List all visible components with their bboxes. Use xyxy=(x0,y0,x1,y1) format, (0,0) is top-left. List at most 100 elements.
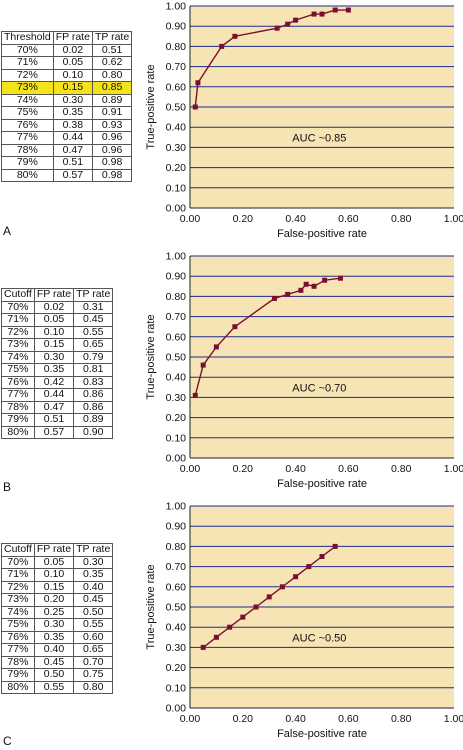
table-cell: 0.30 xyxy=(33,350,75,364)
table-cell: 0.98 xyxy=(91,156,133,170)
y-tick-label: 1.00 xyxy=(166,251,187,263)
data-point xyxy=(200,362,206,368)
table-cell: 0.62 xyxy=(91,56,133,70)
table-cell: 73% xyxy=(1,81,54,95)
table-cell: 0.93 xyxy=(91,118,133,132)
table-column-header: TP rate xyxy=(73,288,114,302)
table-column-header: Threshold xyxy=(1,31,54,45)
table-cell: 0.30 xyxy=(33,618,75,632)
table-row: 77% 0.40 0.65 xyxy=(1,643,114,657)
y-tick-label: 0.30 xyxy=(166,142,187,154)
panel-label-b: B xyxy=(3,480,12,494)
data-point xyxy=(200,644,206,650)
table-row: 72% 0.10 0.80 xyxy=(1,68,133,82)
y-tick-label: 0.00 xyxy=(166,703,187,715)
roc-chart-b: 0.00 0.10 0.20 0.30 0.40 0.50 0.60 0.70 0.80 0.90… xyxy=(145,251,463,491)
table-cell: 79% xyxy=(1,668,35,682)
table-cell: 0.10 xyxy=(52,68,93,82)
table-row: 75% 0.35 0.81 xyxy=(1,363,114,377)
panel-label-a: A xyxy=(3,224,12,238)
table-row: 71% 0.05 0.62 xyxy=(1,56,133,70)
table-cell: 0.65 xyxy=(73,338,114,352)
y-tick-label: 0.90 xyxy=(166,271,187,283)
table-cell: 77% xyxy=(1,131,54,145)
table-row: 78% 0.45 0.70 xyxy=(1,655,114,669)
table-cell: 0.55 xyxy=(73,325,114,339)
y-tick-label: 0.60 xyxy=(166,331,187,343)
table-cell: 0.35 xyxy=(33,630,75,644)
table-row: 71% 0.05 0.45 xyxy=(1,313,114,327)
table-row: 73% 0.15 0.85 xyxy=(1,81,133,95)
data-point xyxy=(240,614,246,620)
data-point xyxy=(293,17,299,23)
table-cell: 0.02 xyxy=(33,300,75,314)
table-cell: 75% xyxy=(1,363,35,377)
table-cell: 79% xyxy=(1,156,54,170)
table-cell: 0.47 xyxy=(52,143,93,157)
auc-annotation: AUC ~0.70 xyxy=(292,382,346,394)
x-tick-label: 1.00 xyxy=(444,463,463,475)
table-cell: 0.51 xyxy=(91,43,133,57)
table-row: 77% 0.44 0.96 xyxy=(1,131,133,145)
roc-table-c: Cutoff FP rate TP rate 70% 0.05 0.30 71% 0.10 0… xyxy=(1,543,114,694)
data-point xyxy=(293,574,299,580)
table-cell: 80% xyxy=(1,680,35,694)
y-tick-label: 0.20 xyxy=(166,412,187,424)
y-tick-label: 0.10 xyxy=(166,682,187,694)
data-point xyxy=(311,11,317,17)
table-cell: 0.10 xyxy=(33,325,75,339)
panel-label-c: C xyxy=(3,734,12,748)
y-tick-label: 0.90 xyxy=(166,21,187,33)
table-cell: 0.57 xyxy=(52,168,93,182)
table-cell: 76% xyxy=(1,630,35,644)
table-cell: 0.65 xyxy=(73,643,114,657)
data-point xyxy=(332,7,338,13)
table-row: 70% 0.02 0.31 xyxy=(1,300,114,314)
table-cell: 0.10 xyxy=(33,568,75,582)
x-tick-label: 0.80 xyxy=(391,213,412,225)
table-cell: 72% xyxy=(1,580,35,594)
table-cell: 0.40 xyxy=(33,643,75,657)
table-cell: 71% xyxy=(1,568,35,582)
table-column-header: FP rate xyxy=(33,543,75,557)
table-cell: 78% xyxy=(1,400,35,414)
table-cell: 0.35 xyxy=(73,568,114,582)
table-cell: 76% xyxy=(1,118,54,132)
table-row: 73% 0.15 0.65 xyxy=(1,338,114,352)
table-row: 76% 0.38 0.93 xyxy=(1,118,133,132)
table-cell: 0.05 xyxy=(33,555,75,569)
table-cell: 0.55 xyxy=(33,680,75,694)
y-tick-label: 0.80 xyxy=(166,291,187,303)
table-row: 76% 0.42 0.83 xyxy=(1,375,114,389)
table-cell: 0.20 xyxy=(33,593,75,607)
table-cell: 0.40 xyxy=(73,580,114,594)
data-point xyxy=(306,564,312,570)
y-tick-label: 0.10 xyxy=(166,432,187,444)
y-tick-label: 1.00 xyxy=(166,1,187,13)
data-point xyxy=(311,283,317,289)
table-cell: 70% xyxy=(1,300,35,314)
table-row: 72% 0.15 0.40 xyxy=(1,580,114,594)
table-row: 80% 0.55 0.80 xyxy=(1,680,114,694)
roc-panel-a: Threshold FP rate TP rate 70% 0.02 0.51 71% 0.… xyxy=(0,0,463,250)
data-point xyxy=(298,287,304,293)
table-cell: 0.79 xyxy=(73,350,114,364)
x-axis-title: False-positive rate xyxy=(277,478,367,490)
table-column-header: TP rate xyxy=(73,543,114,557)
auc-annotation: AUC ~0.50 xyxy=(292,632,346,644)
data-point xyxy=(213,634,219,640)
table-cell: 0.30 xyxy=(73,555,114,569)
table-column-header: FP rate xyxy=(52,31,93,45)
table-cell: 0.60 xyxy=(73,630,114,644)
data-point xyxy=(192,104,198,110)
table-cell: 75% xyxy=(1,618,35,632)
table-cell: 0.02 xyxy=(52,43,93,57)
y-tick-label: 0.20 xyxy=(166,162,187,174)
table-cell: 79% xyxy=(1,413,35,427)
y-tick-label: 0.30 xyxy=(166,392,187,404)
data-point xyxy=(227,624,233,630)
data-point xyxy=(266,594,272,600)
data-point xyxy=(271,295,277,301)
data-point xyxy=(285,291,291,297)
data-point xyxy=(274,25,280,31)
